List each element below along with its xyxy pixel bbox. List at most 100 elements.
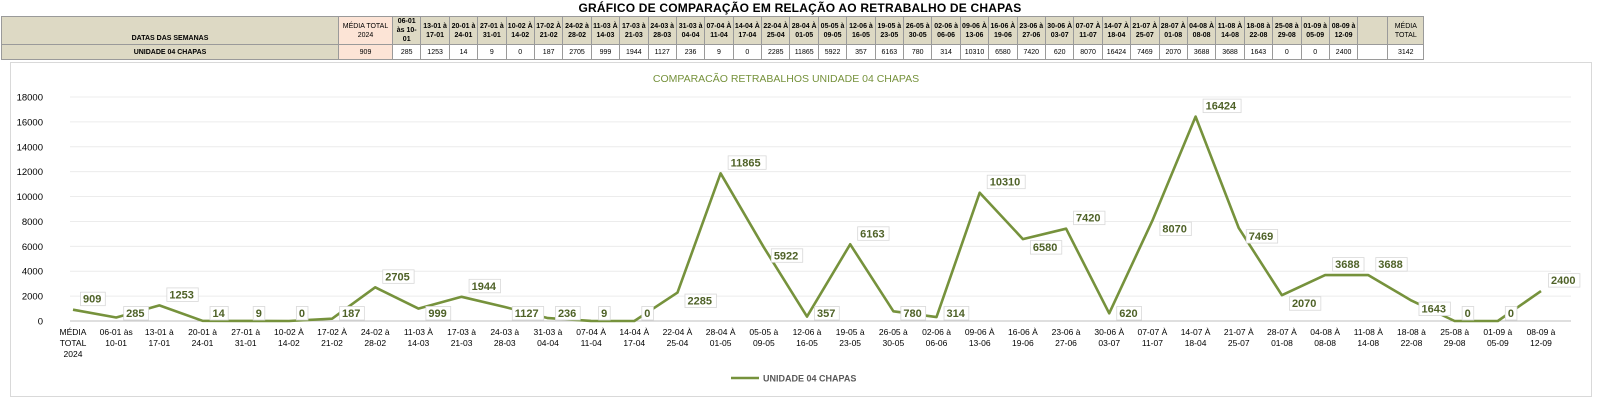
data-label-box [770,248,804,263]
data-label: 999 [425,306,452,321]
data-label-box [1202,98,1242,114]
x-tick-line: 10-02 À [274,327,304,337]
x-tick-line: 14-08 [1357,338,1379,348]
week-value: 3688 [1215,44,1245,60]
week-header: 28-07 À 01-08 [1158,16,1188,45]
x-tick-line: 11-07 [1142,338,1163,348]
week-header: 11-03 À 14-03 [590,16,621,45]
x-tick-line: 21-03 [451,338,473,348]
week-value: 1127 [647,44,677,60]
y-tick-label: 16000 [17,117,43,128]
data-label-text: 5922 [774,250,798,262]
data-label: 2285 [684,293,717,308]
x-tick-line: 21-02 [321,338,343,348]
x-tick-line: 17-02 À [317,327,347,337]
data-label: 6580 [1029,240,1063,255]
data-label-text: 620 [1119,308,1137,320]
week-header: 07-04 À 11-04 [704,16,734,45]
x-tick-line: 11-03 À [404,327,433,337]
x-tick-label: 21-07 À 25-07 [1224,327,1254,348]
x-tick-line: 04-08 À [1310,327,1340,337]
x-tick-line: 16-06 À [1008,327,1038,337]
data-label-text: 1643 [1421,304,1445,316]
total-value: 3142 [1387,44,1425,60]
x-tick-line: 26-05 à [879,327,908,337]
x-tick-line: 23-06 à [1052,327,1081,337]
week-value: 9 [477,44,507,60]
week-value: 11865 [789,44,819,60]
data-label-box [1289,296,1322,311]
x-tick-label: 05-05 à 09-05 [749,327,778,348]
data-label: 3688 [1332,257,1365,272]
x-tick-line: 07-04 À [576,327,606,337]
week-value: 0 [505,44,535,60]
x-tick-line: 21-07 À [1224,327,1254,337]
x-tick-line: 31-01 [235,338,257,348]
week-value: 8070 [1073,44,1103,60]
data-label: 0 [295,306,309,321]
week-header: 27-01 à 31-01 [477,16,507,45]
data-label-box [295,306,309,321]
x-tick-line: TOTAL [60,338,87,348]
data-label: 6163 [857,226,890,241]
y-tick-label: 2000 [22,292,43,303]
week-header: 14-04 À 17-04 [732,16,763,45]
legend-label: UNIDADE 04 CHAPAS [763,374,856,384]
x-tick-line: 19-05 à [836,327,865,337]
data-label-box [986,174,1026,190]
x-tick-label: 16-06 À 19-06 [1008,327,1038,348]
data-label-text: 314 [947,308,966,320]
data-label: 3688 [1375,257,1408,272]
data-label-text: 780 [903,308,921,320]
data-label-box [80,291,106,307]
x-tick-label: MÉDIA TOTAL 2024 [60,327,87,359]
week-header: 14-07 À 18-04 [1101,16,1132,45]
data-label-box [1116,306,1142,321]
legend: UNIDADE 04 CHAPAS [731,374,856,384]
week-header: 21-07 À 25-07 [1130,16,1160,45]
y-tick-label: 8000 [22,217,43,228]
week-header: 24-02 à 28-02 [562,16,592,45]
week-header: 26-05 à 30-05 [903,16,933,45]
week-header: 07-07 À 11-07 [1073,16,1103,45]
x-tick-line: 12-06 à [793,327,822,337]
data-label-text: 2285 [687,296,711,308]
x-tick-line: 02-06 à [922,327,951,337]
x-tick-line: 27-06 [1055,338,1077,348]
data-label-box [339,306,365,321]
data-label-text: 2070 [1292,298,1316,310]
week-header: 28-04 À 01-05 [789,16,819,45]
week-header: 20-01 à 24-01 [448,16,479,45]
data-label-box [1504,306,1518,321]
data-label-text: 0 [1465,308,1471,320]
week-value: 14 [448,44,479,60]
data-label-box [684,293,717,308]
series-line [72,115,1542,323]
y-tick-label: 10000 [17,192,43,203]
x-tick-label: 08-09 à 12-09 [1527,327,1556,348]
week-value: 357 [846,44,876,60]
x-tick-line: 01-08 [1271,338,1293,348]
y-tick-label: 18000 [17,93,43,104]
chart-area: 0 2000 4000 6000 8000 10000 12000 14000 16000 180… [10,62,1592,397]
x-tick-line: 25-07 [1228,338,1250,348]
data-label-text: 236 [558,308,576,320]
x-tick-line: 14-07 À [1181,327,1211,337]
x-tick-line: 08-09 à [1527,327,1556,337]
blank-cell [1357,16,1389,45]
week-header: 25-08 à 29-08 [1272,16,1302,45]
blank-cell [1357,44,1389,60]
x-tick-line: 28-04 À [706,327,736,337]
data-label-box [1029,240,1063,255]
week-value: 620 [1044,44,1075,60]
data-label-text: 2705 [385,271,409,283]
x-tick-line: 09-05 [753,338,775,348]
week-header: 24-03 à 28-03 [647,16,677,45]
data-label: 11865 [727,155,767,170]
data-label-text: 1127 [515,308,539,320]
data-label-box [468,278,501,294]
x-tick-label: 11-03 À 14-03 [404,327,433,348]
x-tick-line: 20-01 à [188,327,217,337]
week-value: 3688 [1186,44,1217,60]
week-header: 11-08 À 14-08 [1215,16,1245,45]
